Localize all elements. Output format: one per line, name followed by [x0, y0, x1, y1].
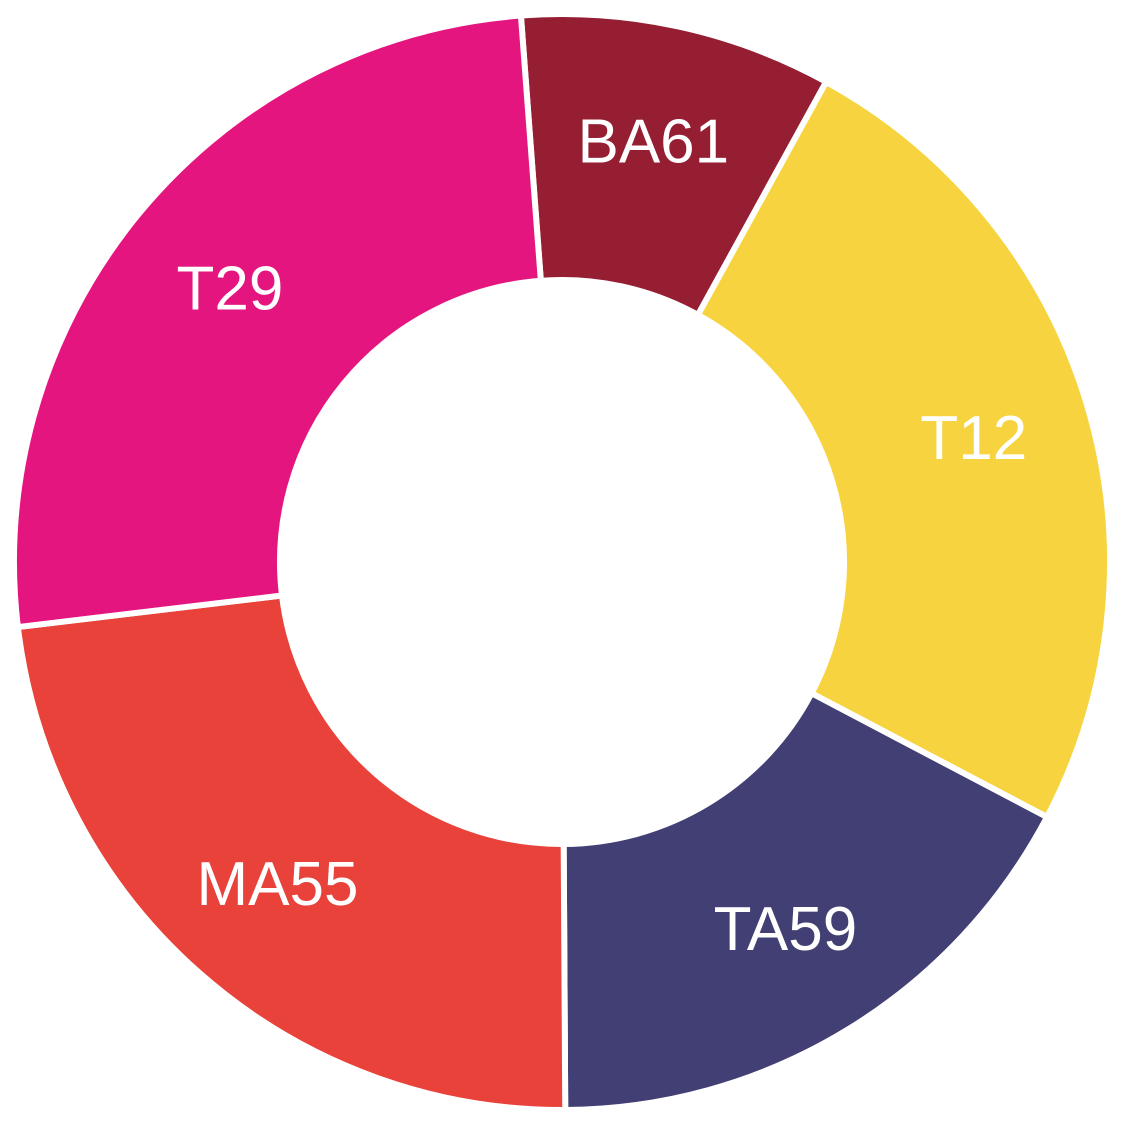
donut-slices [11, 11, 1113, 1114]
slice-label-t12: T12 [920, 404, 1027, 473]
donut-labels: BA61 T12 TA59 MA55 T29 [176, 107, 1027, 964]
slice-t29 [11, 12, 545, 631]
slice-ba61 [517, 11, 831, 320]
slice-label-ba61: BA61 [577, 107, 729, 176]
slice-t12 [693, 77, 1113, 822]
slice-label-ta59: TA59 [714, 895, 858, 964]
slice-label-ma55: MA55 [197, 850, 359, 919]
slice-ma55 [14, 592, 569, 1113]
slice-label-t29: T29 [176, 254, 283, 323]
slice-ta59 [560, 689, 1052, 1114]
